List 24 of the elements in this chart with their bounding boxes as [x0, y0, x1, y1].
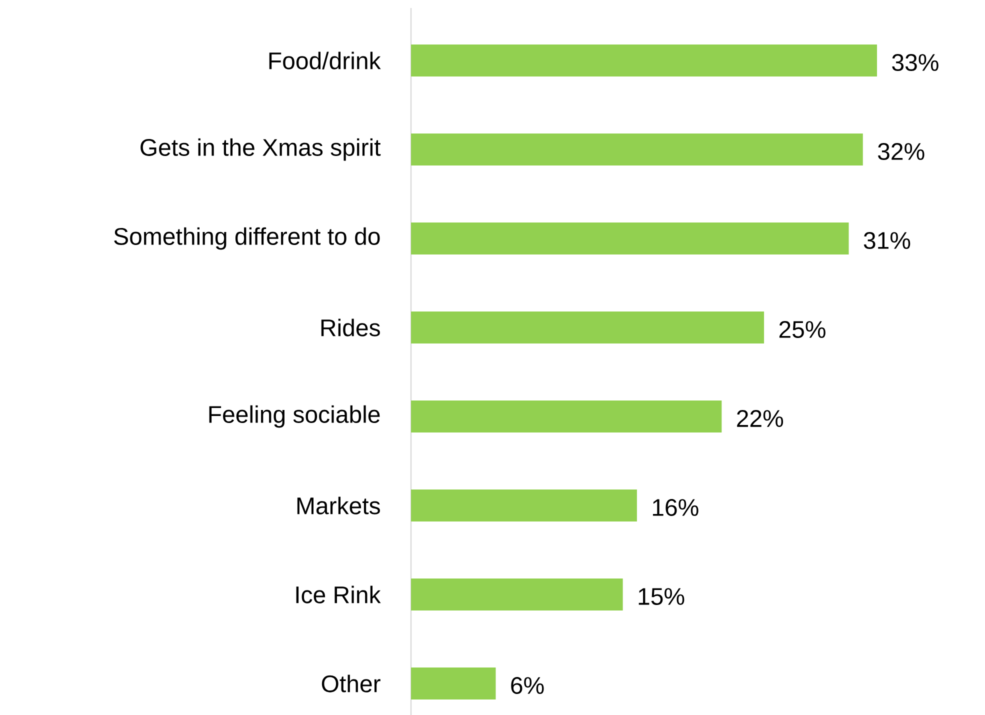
y-tick-label: Ice Rink	[296, 586, 381, 604]
y-tick-label: Food/drink	[269, 52, 381, 70]
data-label: 25%	[779, 321, 826, 338]
data-label: 16%	[652, 499, 698, 516]
y-tick-label: Feeling sociable	[209, 405, 380, 428]
data-label: 32%	[878, 143, 924, 160]
bar	[411, 222, 849, 255]
y-tick-label: Other	[322, 674, 380, 692]
y-tick-label: Markets	[297, 496, 380, 514]
data-label: 33%	[892, 54, 938, 72]
data-label: 22%	[737, 410, 784, 427]
data-label: 15%	[638, 588, 684, 605]
bar	[411, 134, 863, 166]
data-label: 6%	[511, 677, 544, 694]
bar	[411, 578, 623, 611]
bar	[411, 312, 764, 344]
data-label: 31%	[864, 232, 910, 250]
bar	[411, 400, 722, 433]
bar	[411, 44, 878, 77]
bar	[411, 668, 496, 700]
y-tick-label: Something different to do	[114, 227, 380, 250]
y-tick-label: Rides	[321, 318, 380, 336]
y-tick-label: Gets in the Xmas spirit	[140, 138, 381, 161]
bar	[411, 490, 637, 522]
